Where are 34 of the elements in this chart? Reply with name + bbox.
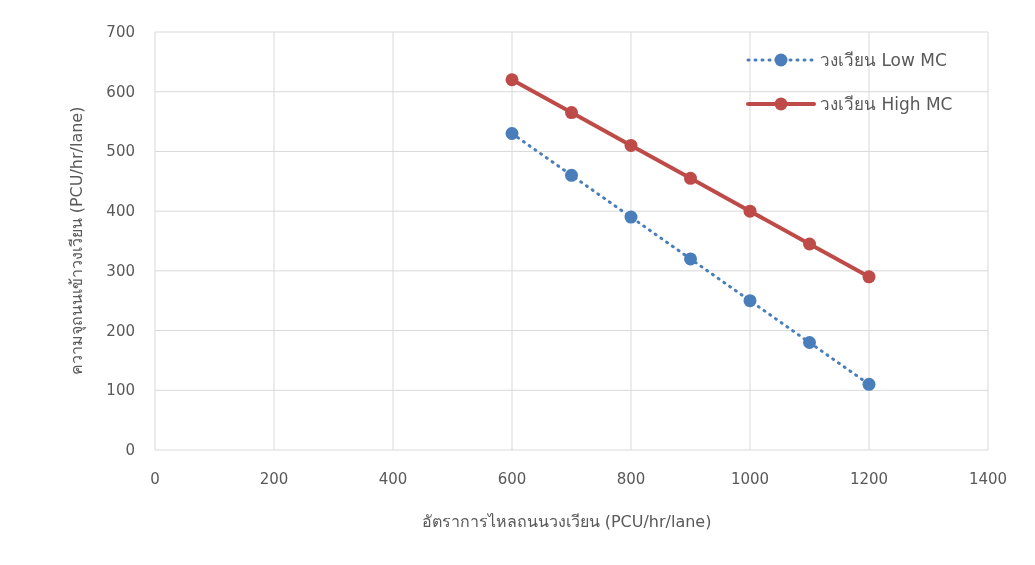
- x-tick-label: 400: [378, 470, 408, 488]
- point: [684, 171, 697, 185]
- point: [624, 138, 638, 152]
- x-tick-label: 200: [259, 470, 289, 488]
- point: [505, 73, 519, 87]
- x-tick-label: 1400: [968, 470, 1008, 488]
- x-axis-title: อัตราการไหลถนนวงเวียน (PCU/hr/lane): [421, 512, 712, 531]
- y-tick-label: 400: [106, 202, 135, 221]
- point: [803, 237, 816, 251]
- y-tick-label: 500: [106, 142, 135, 161]
- point: [505, 127, 519, 141]
- point: [684, 252, 697, 266]
- y-tick-label: 300: [106, 261, 135, 280]
- legend-label: วงเวียน High MC: [820, 94, 953, 114]
- y-tick-label: 700: [106, 23, 135, 41]
- point: [624, 210, 638, 224]
- x-tick-label: 800: [616, 470, 646, 488]
- y-tick-label: 600: [106, 82, 135, 101]
- point: [803, 336, 816, 350]
- legend-label: วงเวียน Low MC: [820, 50, 947, 70]
- point: [862, 270, 876, 284]
- y-tick-label: 200: [106, 321, 135, 340]
- x-tick-label: 1000: [730, 470, 770, 488]
- x-tick-label: 0: [150, 470, 160, 488]
- point: [565, 106, 578, 120]
- point: [743, 294, 757, 308]
- y-tick-label: 0: [125, 441, 135, 459]
- y-tick-label: 100: [106, 381, 135, 400]
- x-tick-label: 1200: [849, 470, 889, 488]
- point: [743, 204, 757, 218]
- point: [565, 168, 578, 182]
- y-axis-title: ความจุถนนเข้าวงเวียน (PCU/hr/lane): [67, 106, 87, 376]
- point: [862, 377, 876, 391]
- x-tick-label: 600: [497, 470, 527, 488]
